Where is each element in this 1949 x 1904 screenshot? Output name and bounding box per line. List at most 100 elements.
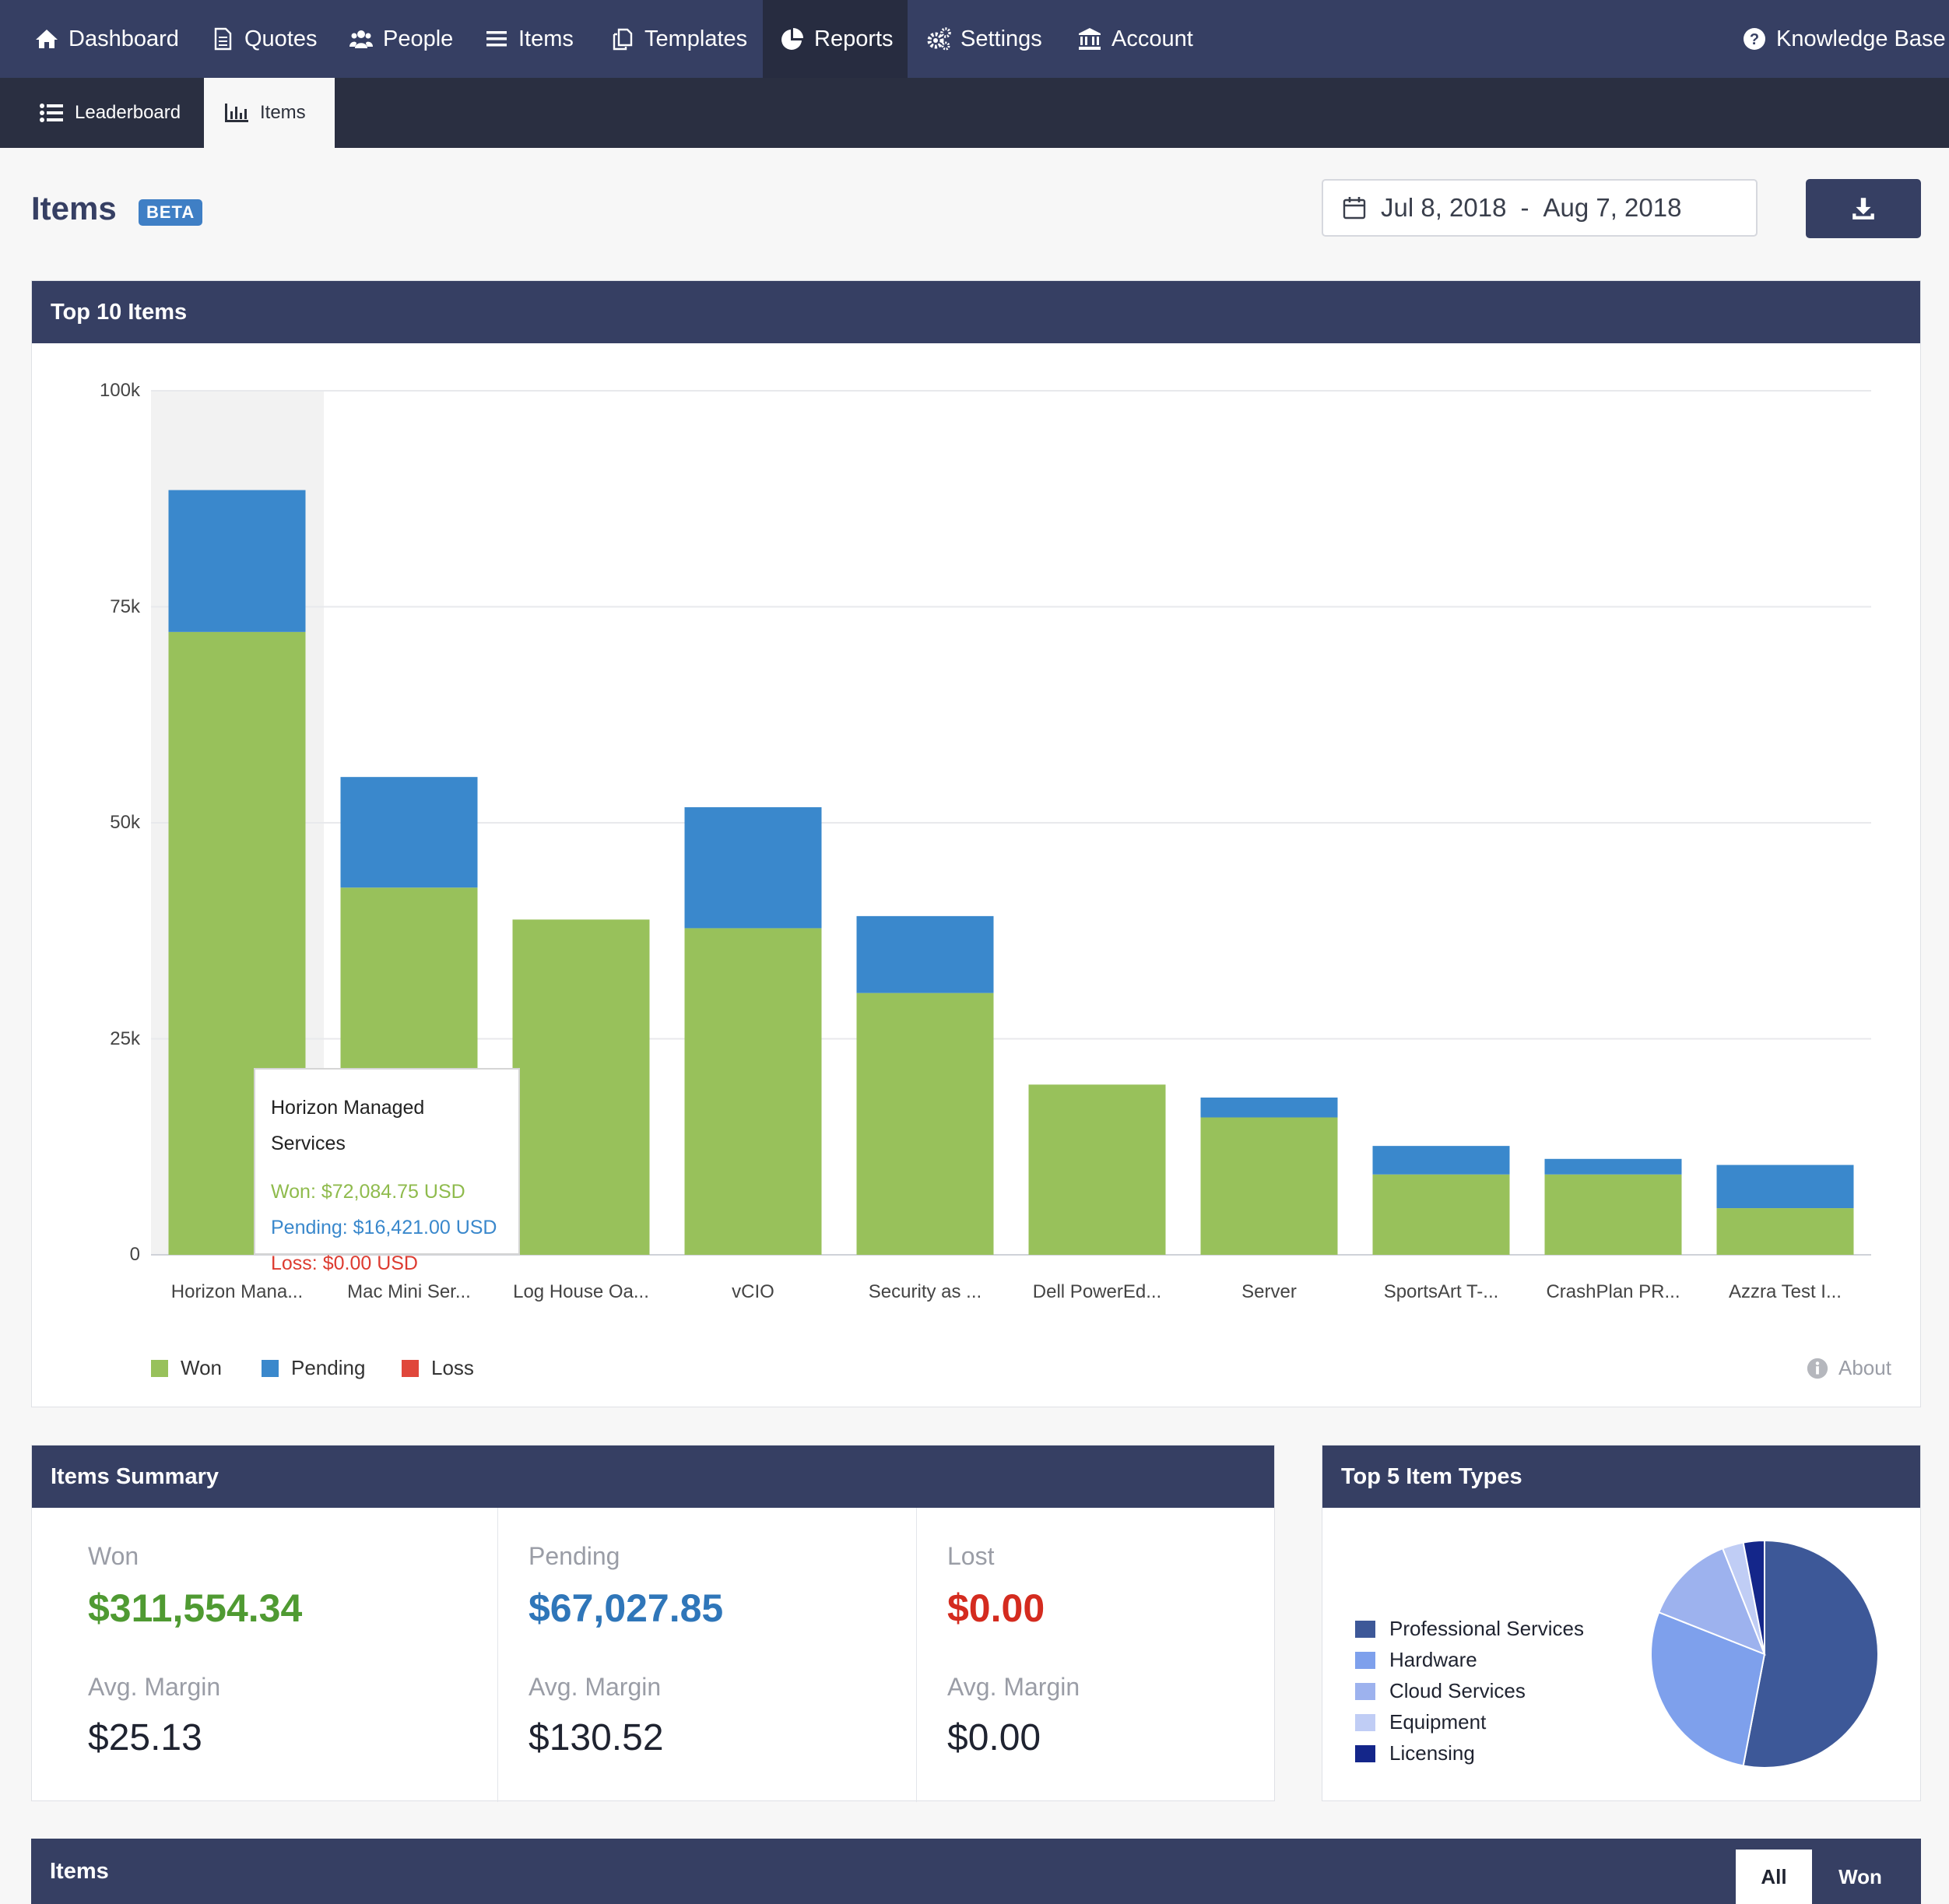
date-separator: - <box>1520 193 1529 222</box>
date-range-picker[interactable]: Jul 8, 2018 - Aug 7, 2018 <box>1322 179 1758 237</box>
calendar-icon <box>1343 197 1366 220</box>
tooltip-title: Horizon Managed Services <box>271 1097 425 1154</box>
bar-pending[interactable] <box>684 807 822 929</box>
bank-icon <box>1079 28 1101 50</box>
pie-slice[interactable] <box>1650 1611 1766 1767</box>
filter-all-button[interactable]: All <box>1736 1850 1812 1904</box>
bar-pending[interactable] <box>1544 1158 1682 1175</box>
legend-loss[interactable]: Loss <box>402 1356 474 1380</box>
lost-margin-value: $0.00 <box>947 1717 1041 1758</box>
nav-items[interactable]: Items <box>484 0 574 78</box>
home-icon <box>36 30 58 48</box>
items-table-heading: Items <box>31 1839 1921 1904</box>
bar-won[interactable] <box>1372 1174 1510 1255</box>
tooltip-loss: Loss: $0.00 USD <box>271 1252 418 1274</box>
nav-label: Account <box>1111 26 1193 51</box>
type-legend-professional-services[interactable]: Professional Services <box>1355 1617 1584 1641</box>
about-link[interactable]: About <box>1806 1356 1891 1380</box>
nav-quotes[interactable]: Quotes <box>210 0 318 78</box>
x-category-label: Horizon Mana... <box>170 1281 304 1302</box>
x-category-label: Mac Mini Ser... <box>347 1281 471 1302</box>
nav-label: Reports <box>814 26 894 51</box>
legend-label: Loss <box>431 1356 474 1379</box>
nav-label: Knowledge Base <box>1776 26 1946 51</box>
x-category-label: Security as ... <box>868 1281 982 1302</box>
nav-account[interactable]: Account <box>1077 0 1193 78</box>
bar-won[interactable] <box>856 992 994 1255</box>
date-end: Aug 7, 2018 <box>1543 193 1682 222</box>
bar-pending[interactable] <box>1716 1165 1854 1209</box>
type-legend-licensing[interactable]: Licensing <box>1355 1741 1475 1765</box>
items-table-panel: Items <box>31 1839 1921 1904</box>
subnav-items[interactable]: Items <box>204 78 335 148</box>
templates-icon <box>613 28 633 51</box>
bar-won[interactable] <box>1544 1174 1682 1255</box>
bar-pending[interactable] <box>1200 1097 1338 1118</box>
subnav-label: Leaderboard <box>75 102 181 123</box>
top-items-chart <box>151 390 1871 1256</box>
gears-icon <box>927 27 951 51</box>
legend-label: Equipment <box>1389 1710 1487 1734</box>
legend-label: Hardware <box>1389 1648 1477 1671</box>
bar-won[interactable] <box>512 919 650 1255</box>
x-category-label: Server <box>1241 1281 1297 1302</box>
won-value: $311,554.34 <box>88 1586 303 1630</box>
lost-value: $0.00 <box>947 1586 1045 1630</box>
top-items-heading: Top 10 Items <box>32 281 1920 343</box>
pending-label: Pending <box>529 1542 620 1570</box>
pending-value: $67,027.85 <box>529 1586 724 1630</box>
bar-won[interactable] <box>1028 1084 1166 1255</box>
svg-text:?: ? <box>1750 31 1759 48</box>
legend-swatch <box>1355 1744 1375 1762</box>
legend-swatch <box>1355 1713 1375 1731</box>
x-category-label: Log House Oa... <box>513 1281 649 1302</box>
beta-badge: BETA <box>139 199 203 226</box>
type-legend-cloud-services[interactable]: Cloud Services <box>1355 1679 1526 1703</box>
nav-label: Items <box>518 26 574 51</box>
list-bullet-icon <box>40 104 63 122</box>
download-button[interactable] <box>1806 179 1921 238</box>
y-tick-label: 75k <box>110 595 140 617</box>
filter-won-button[interactable]: Won <box>1838 1864 1882 1888</box>
pending-margin-label: Avg. Margin <box>529 1673 662 1701</box>
legend-swatch <box>262 1359 279 1377</box>
document-icon <box>214 27 232 51</box>
x-category-label: CrashPlan PR... <box>1546 1281 1680 1302</box>
bar-won[interactable] <box>684 928 822 1255</box>
subnav-leaderboard[interactable]: Leaderboard <box>39 78 181 148</box>
bar-pending[interactable] <box>1372 1146 1510 1175</box>
x-category-label: SportsArt T-... <box>1383 1281 1499 1302</box>
won-margin-value: $25.13 <box>88 1717 202 1758</box>
nav-label: People <box>383 26 454 51</box>
x-category-label: vCIO <box>732 1281 774 1302</box>
item-types-pie-chart <box>1650 1539 1879 1769</box>
bar-pending[interactable] <box>856 915 994 993</box>
legend-label: Pending <box>291 1356 366 1379</box>
subnav-label: Items <box>260 102 306 123</box>
pie-slice[interactable] <box>1657 1547 1766 1656</box>
nav-label: Settings <box>960 26 1042 51</box>
chart-tooltip: Horizon Managed Services Won: $72,084.75… <box>254 1068 520 1274</box>
nav-people[interactable]: People <box>349 0 453 78</box>
pie-slice[interactable] <box>1742 1539 1765 1655</box>
type-legend-hardware[interactable]: Hardware <box>1355 1648 1477 1672</box>
pending-margin-value: $130.52 <box>529 1717 664 1758</box>
bar-won[interactable] <box>1200 1117 1338 1255</box>
nav-knowledge-base[interactable]: ? Knowledge Base <box>1742 0 1946 78</box>
nav-templates[interactable]: Templates <box>610 0 747 78</box>
nav-reports[interactable]: Reports <box>763 0 908 78</box>
summary-lost: Lost $0.00 Avg. Margin $0.00 <box>916 1508 1274 1802</box>
bar-won[interactable] <box>1716 1208 1854 1255</box>
type-legend-equipment[interactable]: Equipment <box>1355 1710 1486 1734</box>
nav-label: Templates <box>644 26 748 51</box>
pie-slice[interactable] <box>1742 1539 1879 1769</box>
bar-pending[interactable] <box>340 777 478 888</box>
nav-settings[interactable]: Settings <box>926 0 1042 78</box>
bar-pending[interactable] <box>168 490 306 632</box>
top-navigation: Dashboard Quotes People Items Templates … <box>0 0 1949 78</box>
legend-swatch <box>1355 1682 1375 1700</box>
legend-won[interactable]: Won <box>151 1356 222 1380</box>
nav-dashboard[interactable]: Dashboard <box>34 0 179 78</box>
legend-swatch <box>402 1359 419 1377</box>
legend-pending[interactable]: Pending <box>262 1356 365 1380</box>
